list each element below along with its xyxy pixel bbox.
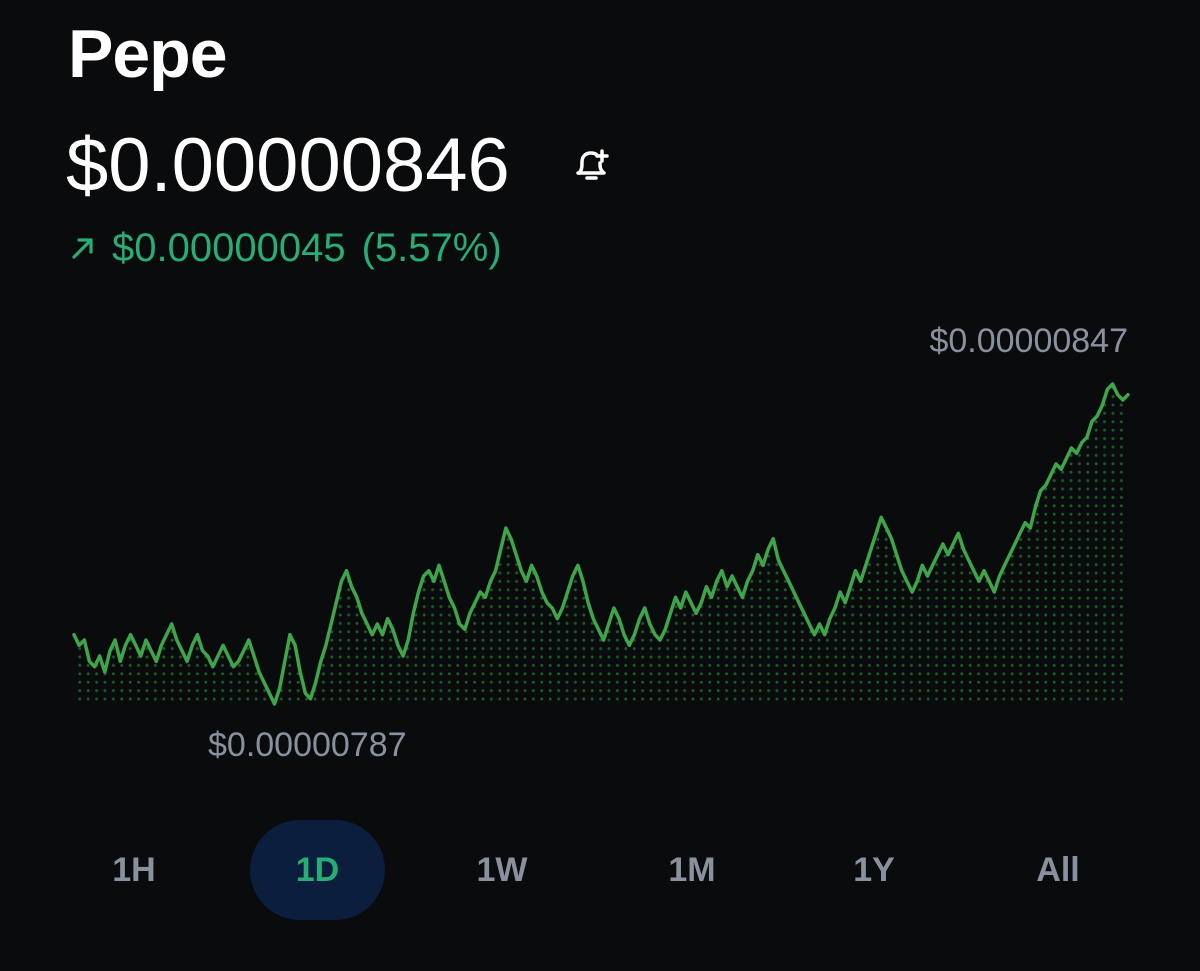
range-1d-button[interactable]: 1D (250, 820, 385, 920)
change-percent: (5.57%) (361, 226, 502, 270)
change-amount: $0.00000045 (112, 226, 346, 270)
price-chart[interactable] (0, 300, 1200, 780)
range-1h-button[interactable]: 1H (112, 850, 156, 889)
chart-high-label: $0.00000847 (929, 322, 1128, 360)
range-1y-button[interactable]: 1Y (853, 850, 895, 889)
asset-name: Pepe (68, 16, 228, 92)
range-1w-button[interactable]: 1W (476, 850, 528, 889)
price-alert-button[interactable] (568, 142, 616, 190)
bell-plus-icon (576, 149, 609, 180)
arrow-up-right-icon (72, 238, 93, 259)
chart-price-line (72, 382, 1130, 706)
chart-low-label: $0.00000787 (208, 726, 407, 764)
chart-area-fill (74, 384, 1128, 704)
price-row: $0.00000846 (66, 128, 616, 204)
range-1m-button[interactable]: 1M (668, 850, 716, 889)
price-chart-svg (72, 382, 1130, 706)
current-price: $0.00000846 (66, 123, 510, 208)
range-all-button[interactable]: All (1036, 850, 1080, 889)
time-range-selector: 1H 1D 1W 1M 1Y All (0, 820, 1200, 930)
price-change: $0.00000045 (5.57%) (66, 228, 502, 268)
